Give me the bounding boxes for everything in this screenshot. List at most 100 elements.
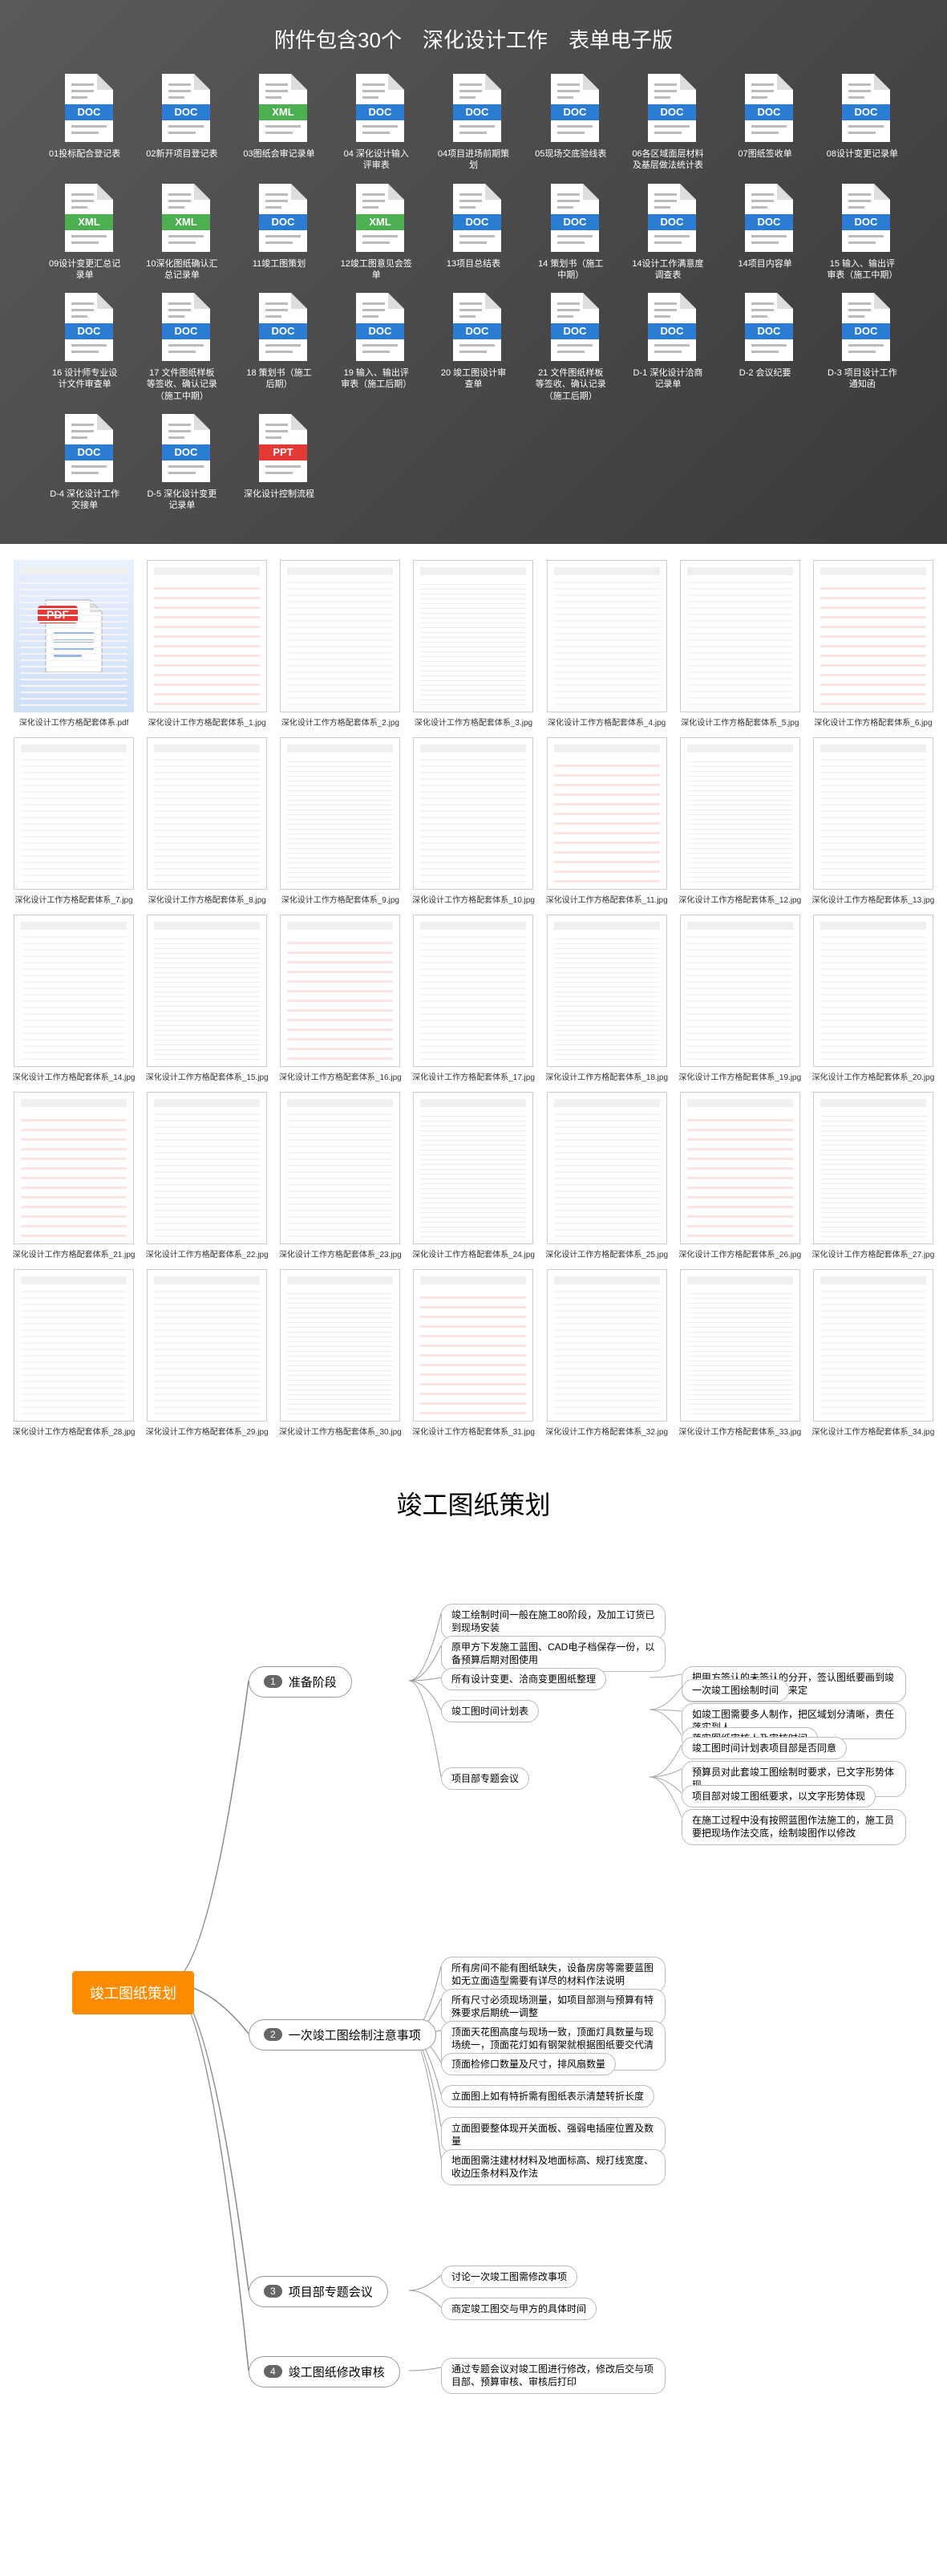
thumbnail-item[interactable]: 深化设计工作方格配套体系_22.jpg (145, 1092, 269, 1260)
thumbnail-item[interactable]: 深化设计工作方格配套体系_11.jpg (545, 737, 669, 905)
thumbnail-item[interactable]: 深化设计工作方格配套体系_21.jpg (12, 1092, 136, 1260)
thumbnail-item[interactable]: 深化设计工作方格配套体系_30.jpg (278, 1269, 402, 1437)
file-item[interactable]: DOC06各区域面层材料及基层做法统计表 (623, 74, 712, 172)
file-item[interactable]: XML10深化图纸确认汇总记录单 (137, 184, 226, 282)
file-item[interactable]: DOC14 策划书（施工中期） (526, 184, 615, 282)
thumbnail-label: 深化设计工作方格配套体系_25.jpg (545, 1247, 668, 1260)
file-item[interactable]: DOC20 竣工图设计审查单 (429, 293, 518, 402)
thumbnail-item[interactable]: 深化设计工作方格配套体系_15.jpg (145, 915, 269, 1082)
thumbnail-item[interactable]: 深化设计工作方格配套体系_2.jpg (278, 560, 402, 728)
mindmap-section: 竣工图纸策划 竣工图纸策划 1准备阶段竣工绘制时间一般在施工80阶段，及加工订货… (0, 1453, 947, 2576)
thumbnails-section: PDF 深化设计工作方格配套体系.pdf深化设计工作方格配套体系_1.jpg深化… (0, 544, 947, 1453)
thumbnail-item[interactable]: 深化设计工作方格配套体系_24.jpg (411, 1092, 535, 1260)
thumbnail-item[interactable]: 深化设计工作方格配套体系_19.jpg (678, 915, 802, 1082)
thumbnail-item[interactable]: 深化设计工作方格配套体系_20.jpg (811, 915, 935, 1082)
thumbnail-item[interactable]: 深化设计工作方格配套体系_29.jpg (145, 1269, 269, 1437)
section1-title: 附件包含30个 深化设计工作 表单电子版 (40, 24, 907, 54)
file-item[interactable]: DOCD-3 项目设计工作通知函 (818, 293, 907, 402)
file-item[interactable]: DOC11竣工图策划 (234, 184, 323, 282)
file-item[interactable]: DOC05现场交底验线表 (526, 74, 615, 172)
file-icon: PPT (251, 414, 307, 482)
file-icon: DOC (445, 293, 501, 361)
svg-text:DOC: DOC (563, 325, 587, 337)
svg-text:DOC: DOC (369, 325, 393, 337)
thumbnail-image (413, 737, 533, 890)
thumbnail-label: 深化设计工作方格配套体系_14.jpg (13, 1070, 136, 1082)
thumbnail-item[interactable]: 深化设计工作方格配套体系_26.jpg (678, 1092, 802, 1260)
file-item[interactable]: DOC04项目进场前期策划 (429, 74, 518, 172)
file-item[interactable]: DOC14项目内容单 (721, 184, 810, 282)
file-item[interactable]: DOCD-5 深化设计变更记录单 (137, 414, 226, 512)
file-item[interactable]: DOC19 输入、输出评审表（施工后期） (332, 293, 421, 402)
file-item[interactable]: DOC15 输入、输出评审表（施工中期） (818, 184, 907, 282)
thumbnail-item[interactable]: 深化设计工作方格配套体系_6.jpg (811, 560, 935, 728)
thumbnail-label: 深化设计工作方格配套体系.pdf (19, 716, 129, 728)
file-item[interactable]: DOC04 深化设计输入评审表 (332, 74, 421, 172)
file-item[interactable]: XML09设计变更汇总记录单 (40, 184, 129, 282)
thumbnail-label: 深化设计工作方格配套体系_13.jpg (812, 893, 935, 905)
file-item[interactable]: DOC14设计工作满意度调查表 (623, 184, 712, 282)
thumbnail-label: 深化设计工作方格配套体系_6.jpg (814, 716, 932, 728)
thumbnail-item[interactable]: 深化设计工作方格配套体系_3.jpg (411, 560, 535, 728)
file-icon: DOC (445, 184, 501, 252)
thumbnail-item[interactable]: 深化设计工作方格配套体系_28.jpg (12, 1269, 136, 1437)
thumbnail-image (14, 737, 134, 890)
thumbnail-item[interactable]: 深化设计工作方格配套体系_33.jpg (678, 1269, 802, 1437)
sub-node: 项目部专题会议 (441, 1767, 529, 1791)
file-item[interactable]: DOC01投标配合登记表 (40, 74, 129, 172)
branch-number: 4 (264, 2365, 282, 2378)
thumbnail-item[interactable]: 深化设计工作方格配套体系_5.jpg (678, 560, 802, 728)
file-item[interactable]: PPT深化设计控制流程 (234, 414, 323, 512)
file-item[interactable]: DOC07图纸签收单 (721, 74, 810, 172)
file-item[interactable]: DOC08设计变更记录单 (818, 74, 907, 172)
file-item[interactable]: DOC18 策划书（施工后期） (234, 293, 323, 402)
file-icon: XML (348, 184, 404, 252)
thumbnail-label: 深化设计工作方格配套体系_29.jpg (146, 1425, 269, 1437)
file-icon: XML (251, 74, 307, 142)
file-item[interactable]: DOC17 文件图纸样板等签收、确认记录（施工中期） (137, 293, 226, 402)
thumbnail-item[interactable]: 深化设计工作方格配套体系_31.jpg (411, 1269, 535, 1437)
thumbnail-item[interactable]: PDF 深化设计工作方格配套体系.pdf (12, 560, 136, 728)
thumbnail-item[interactable]: 深化设计工作方格配套体系_13.jpg (811, 737, 935, 905)
mindmap-title: 竣工图纸策划 (24, 1485, 923, 1522)
thumbnail-image (413, 560, 533, 712)
thumbnail-item[interactable]: 深化设计工作方格配套体系_9.jpg (278, 737, 402, 905)
thumbnail-image (813, 737, 933, 890)
thumbnail-item[interactable]: 深化设计工作方格配套体系_1.jpg (145, 560, 269, 728)
file-item[interactable]: DOC16 设计师专业设计文件审查单 (40, 293, 129, 402)
thumbnail-item[interactable]: 深化设计工作方格配套体系_25.jpg (545, 1092, 669, 1260)
thumbnail-image (813, 1269, 933, 1422)
file-label: 01投标配合登记表 (49, 148, 120, 160)
thumbnail-item[interactable]: 深化设计工作方格配套体系_17.jpg (411, 915, 535, 1082)
thumbnail-item[interactable]: 深化设计工作方格配套体系_8.jpg (145, 737, 269, 905)
thumbnail-item[interactable]: 深化设计工作方格配套体系_14.jpg (12, 915, 136, 1082)
thumbnail-item[interactable]: 深化设计工作方格配套体系_7.jpg (12, 737, 136, 905)
svg-text:XML: XML (272, 106, 294, 118)
file-item[interactable]: XML03图纸会审记录单 (234, 74, 323, 172)
svg-text:XML: XML (175, 216, 197, 228)
file-item[interactable]: DOC02新开项目登记表 (137, 74, 226, 172)
thumbnail-item[interactable]: 深化设计工作方格配套体系_4.jpg (545, 560, 669, 728)
file-item[interactable]: XML12竣工图意见会签单 (332, 184, 421, 282)
file-item[interactable]: DOC13项目总结表 (429, 184, 518, 282)
branch-label: 准备阶段 (289, 1673, 337, 1690)
thumbnail-item[interactable]: 深化设计工作方格配套体系_16.jpg (278, 915, 402, 1082)
thumbnail-item[interactable]: 深化设计工作方格配套体系_12.jpg (678, 737, 802, 905)
thumbnail-label: 深化设计工作方格配套体系_24.jpg (412, 1247, 535, 1260)
file-item[interactable]: DOCD-2 会议纪要 (721, 293, 810, 402)
thumbnail-item[interactable]: 深化设计工作方格配套体系_34.jpg (811, 1269, 935, 1437)
thumbnail-item[interactable]: 深化设计工作方格配套体系_10.jpg (411, 737, 535, 905)
svg-text:DOC: DOC (466, 325, 490, 337)
svg-text:DOC: DOC (855, 216, 879, 228)
file-icon: DOC (640, 184, 696, 252)
file-item[interactable]: DOCD-4 深化设计工作交接单 (40, 414, 129, 512)
thumbnail-item[interactable]: 深化设计工作方格配套体系_32.jpg (545, 1269, 669, 1437)
thumbnail-image (413, 1269, 533, 1422)
thumbnail-item[interactable]: 深化设计工作方格配套体系_27.jpg (811, 1092, 935, 1260)
thumbnail-image (280, 1092, 400, 1244)
file-item[interactable]: DOC21 文件图纸样板等签收、确认记录（施工后期） (526, 293, 615, 402)
thumbnail-item[interactable]: 深化设计工作方格配套体系_23.jpg (278, 1092, 402, 1260)
thumbnail-item[interactable]: 深化设计工作方格配套体系_18.jpg (545, 915, 669, 1082)
file-item[interactable]: DOCD-1 深化设计洽商记录单 (623, 293, 712, 402)
branch-number: 3 (264, 2285, 282, 2298)
